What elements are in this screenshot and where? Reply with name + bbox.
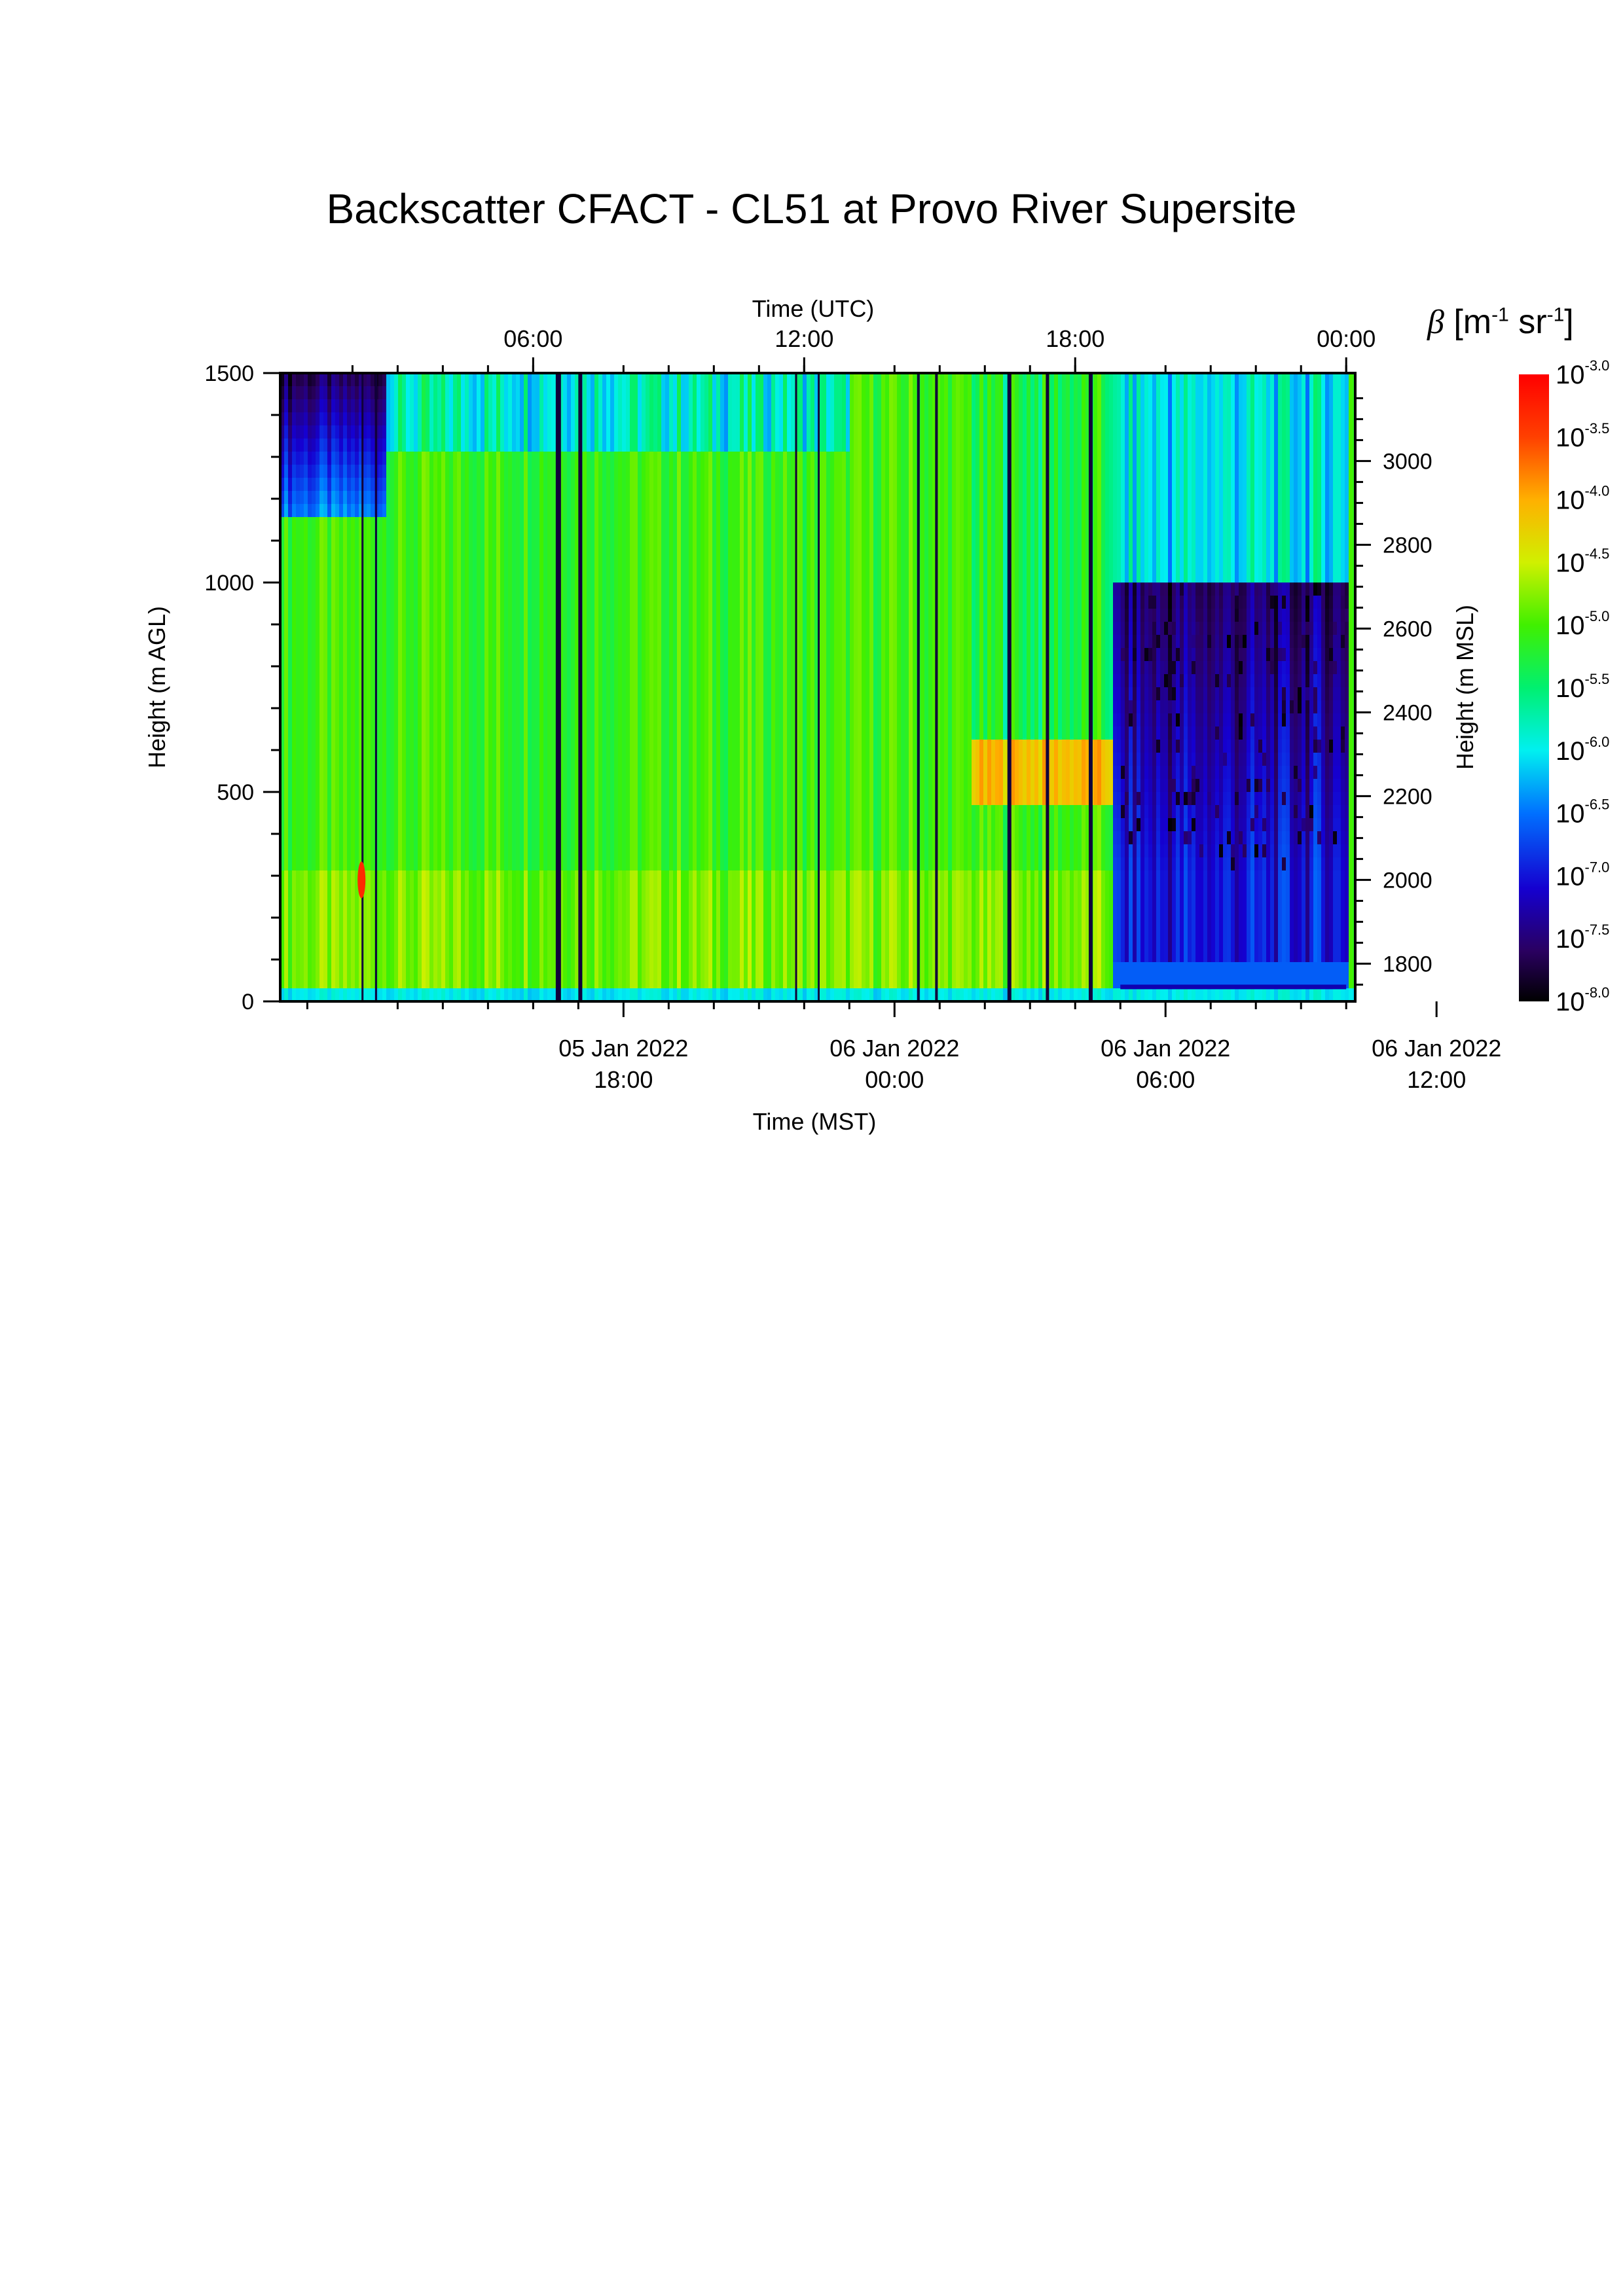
y-axis-label-left: Height (m AGL) (143, 606, 170, 768)
right-tick-label: 3000 (1383, 449, 1432, 474)
right-tick-label: 1800 (1383, 952, 1432, 977)
surface-layer (1120, 984, 1347, 990)
top-tick-label: 06:00 (503, 325, 562, 352)
chart-title: Backscatter CFACT - CL51 at Provo River … (326, 185, 1297, 232)
cloud-streak (935, 373, 938, 1001)
colorbar-tick-label: 10-4.5 (1556, 545, 1609, 577)
left-tick-label: 1500 (204, 361, 254, 386)
bottom-tick-date: 06 Jan 2022 (1372, 1035, 1501, 1062)
colorbar-gradient (1519, 374, 1549, 1001)
colorbar-tick-label: 10-8.0 (1556, 984, 1609, 1016)
top-tick-label: 00:00 (1317, 325, 1376, 352)
colorbar-tick-label: 10-5.0 (1556, 608, 1609, 640)
bottom-tick-time: 00:00 (865, 1066, 924, 1093)
top-tick-label: 18:00 (1046, 325, 1104, 352)
cloud-streak (917, 373, 920, 1001)
bottom-tick-time: 18:00 (594, 1066, 653, 1093)
cloud-streak (795, 373, 797, 1001)
plot-frame (279, 372, 1357, 1003)
left-tick-label: 500 (217, 780, 254, 805)
bottom-tick-time: 12:00 (1407, 1066, 1466, 1093)
left-tick-label: 1000 (204, 571, 254, 596)
y-axis-label-right: Height (m MSL) (1451, 605, 1478, 770)
colorbar-tick-label: 10-6.0 (1556, 734, 1609, 766)
cloud-streak (1088, 373, 1093, 1001)
right-tick-label: 2000 (1383, 868, 1432, 893)
cloud-streak (578, 373, 583, 1001)
colorbar-tick-label: 10-7.0 (1556, 859, 1609, 891)
colorbar-tick-label: 10-3.0 (1556, 357, 1609, 389)
colorbar-title: β [m-1 sr-1] (1427, 303, 1574, 341)
colorbar-tick-label: 10-3.5 (1556, 420, 1609, 452)
cloud-streak (1046, 373, 1049, 1001)
x-axis-label-bottom: Time (MST) (753, 1108, 877, 1135)
colorbar: 10-3.0 10-3.5 10-4.0 10-4.5 10-5.0 10-5.5 10-6… (1519, 357, 1609, 1016)
bottom-tick-date: 06 Jan 2022 (830, 1035, 959, 1062)
right-tick-label: 2600 (1383, 617, 1432, 641)
colorbar-tick-label: 10-6.5 (1556, 797, 1609, 829)
bottom-tick-date: 06 Jan 2022 (1101, 1035, 1230, 1062)
right-tick-label: 2800 (1383, 533, 1432, 558)
right-tick-label: 2200 (1383, 784, 1432, 809)
x-axis-label-top: Time (UTC) (752, 295, 875, 322)
colorbar-tick-label: 10-5.5 (1556, 671, 1609, 703)
colorbar-tick-label: 10-4.0 (1556, 483, 1609, 515)
colorbar-tick-label: 10-7.5 (1556, 922, 1609, 954)
cloud-streak (555, 373, 561, 1001)
cloud-streak (361, 373, 364, 1001)
left-tick-label: 0 (242, 990, 254, 1014)
cloud-streak (818, 373, 820, 1001)
cloud-streak (374, 373, 377, 1001)
hotspot (357, 861, 366, 899)
top-tick-label: 12:00 (775, 325, 833, 352)
right-tick-label: 2400 (1383, 700, 1432, 725)
cloud-streak (1007, 373, 1012, 1001)
bottom-tick-date: 05 Jan 2022 (558, 1035, 688, 1062)
backscatter-heatmap (280, 373, 1355, 1001)
bottom-tick-time: 06:00 (1136, 1066, 1195, 1093)
